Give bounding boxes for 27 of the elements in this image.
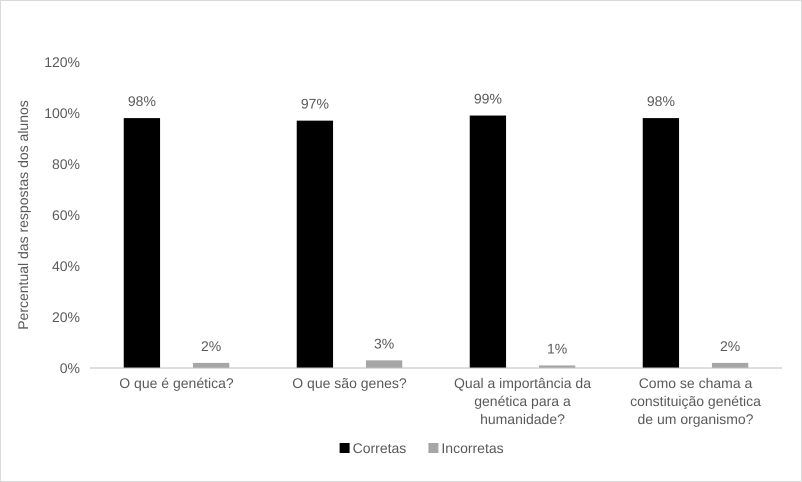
legend-label: Corretas — [352, 440, 406, 456]
bar — [124, 118, 160, 368]
data-label: 97% — [300, 96, 329, 112]
bar — [366, 360, 402, 368]
data-label: 99% — [474, 90, 502, 107]
x-tick-label: Como se chama a constituição genética de um organismo? — [630, 375, 762, 427]
y-tick-label: 20% — [52, 308, 80, 325]
x-tick-label: O que são genes? — [292, 375, 407, 391]
y-tick-label: 120% — [44, 54, 80, 70]
data-label: 3% — [374, 335, 394, 352]
y-tick-label: 100% — [44, 104, 80, 121]
data-label: 2% — [200, 338, 222, 354]
y-axis-title: Percentual das respostas dos alunos — [15, 100, 31, 330]
x-tick-label: O que é genética? — [119, 375, 234, 391]
y-tick-label: 60% — [52, 206, 80, 223]
data-label: 1% — [546, 340, 568, 356]
y-tick-label: 40% — [52, 258, 80, 274]
data-label: 98% — [128, 93, 156, 110]
x-tick-label: Qual a importância da genética para a humanidade? — [454, 375, 592, 427]
data-label: 98% — [646, 93, 675, 110]
y-tick-label: 80% — [52, 156, 80, 172]
legend-label: Incorretas — [441, 440, 504, 456]
bar — [642, 118, 680, 368]
bar — [470, 116, 506, 368]
data-label: 2% — [720, 338, 740, 354]
y-tick-label: 0% — [60, 360, 80, 376]
bar — [296, 120, 334, 368]
